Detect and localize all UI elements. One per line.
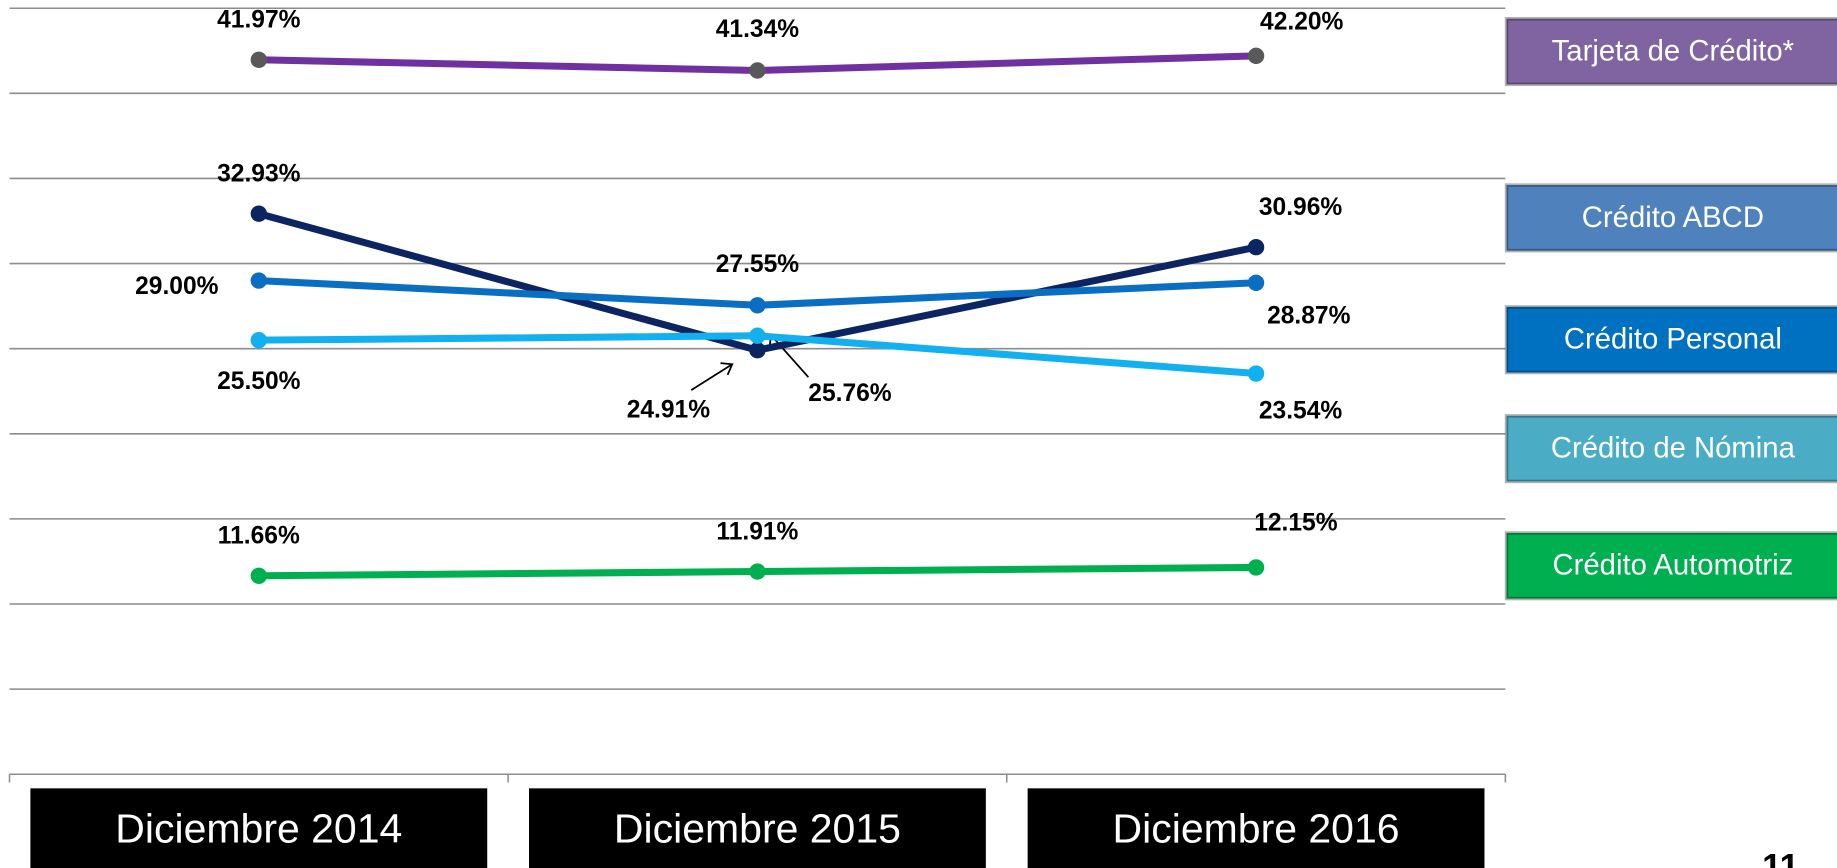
data-point bbox=[749, 297, 766, 314]
legend-swatch bbox=[1504, 16, 1837, 87]
data-label: 23.54% bbox=[1259, 398, 1343, 425]
data-label: 29.00% bbox=[135, 273, 219, 300]
legend-label: Crédito ABCD bbox=[1582, 201, 1764, 234]
annotation-arrow bbox=[770, 334, 810, 378]
data-label: 30.96% bbox=[1259, 194, 1343, 221]
data-label: 12.15% bbox=[1254, 510, 1338, 537]
legend-swatch bbox=[1504, 531, 1837, 601]
data-point bbox=[749, 342, 766, 359]
category-box bbox=[30, 788, 488, 868]
data-point bbox=[250, 331, 268, 349]
legend-label: Tarjeta de Crédito* bbox=[1552, 34, 1794, 67]
legend-label: Crédito de Nómina bbox=[1551, 432, 1796, 465]
data-label: 28.87% bbox=[1267, 302, 1351, 329]
legend-swatch bbox=[1504, 305, 1837, 375]
x-tick-label: Diciembre 2015 bbox=[614, 806, 901, 852]
data-point bbox=[749, 62, 766, 79]
page-number: 11 bbox=[1762, 847, 1799, 868]
data-point bbox=[250, 272, 268, 289]
data-point bbox=[1247, 47, 1265, 65]
legend-label: Crédito Automotriz bbox=[1553, 549, 1794, 582]
legend-swatch bbox=[1504, 414, 1837, 484]
data-point bbox=[749, 563, 766, 580]
data-point bbox=[250, 51, 268, 68]
x-tick-label: Diciembre 2014 bbox=[115, 806, 402, 852]
legend-swatch bbox=[1504, 183, 1837, 253]
data-point bbox=[1247, 239, 1265, 256]
legend-label: Crédito Personal bbox=[1564, 323, 1782, 356]
data-label: 25.50% bbox=[217, 368, 301, 395]
data-label: 25.76% bbox=[808, 380, 892, 407]
data-label: 32.93% bbox=[217, 161, 301, 188]
data-label: 42.20% bbox=[1260, 9, 1344, 36]
data-point bbox=[250, 567, 268, 584]
data-point bbox=[1247, 274, 1265, 291]
data-label: 11.91% bbox=[716, 518, 798, 545]
data-point bbox=[749, 327, 766, 344]
data-label: 11.66% bbox=[218, 523, 300, 550]
x-tick-label: Diciembre 2016 bbox=[1113, 806, 1400, 852]
data-label: 24.91% bbox=[627, 397, 711, 424]
data-label: 27.55% bbox=[716, 251, 800, 278]
data-label: 41.97% bbox=[217, 7, 301, 34]
data-point bbox=[1247, 559, 1265, 576]
data-point bbox=[250, 205, 268, 222]
annotation-arrowhead bbox=[720, 362, 734, 376]
annotation-arrow bbox=[690, 363, 733, 391]
data-point bbox=[1247, 365, 1265, 382]
category-box bbox=[529, 788, 986, 868]
category-box bbox=[1027, 788, 1485, 868]
data-label: 41.34% bbox=[716, 16, 800, 43]
